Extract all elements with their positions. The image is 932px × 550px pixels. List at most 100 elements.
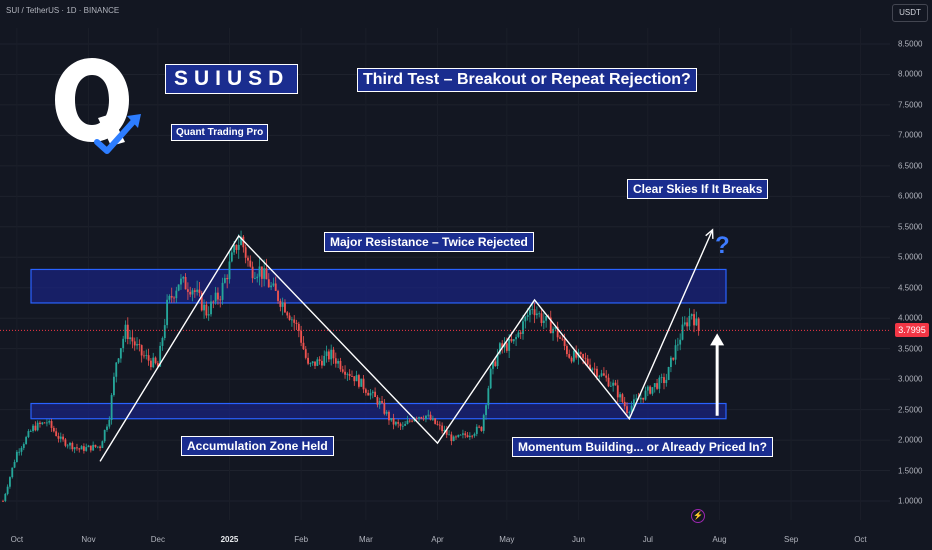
candle-body bbox=[161, 337, 164, 346]
candle-body bbox=[106, 426, 108, 430]
candle-body bbox=[411, 420, 414, 422]
time-tick-label: May bbox=[499, 535, 515, 544]
candle-body bbox=[57, 435, 60, 439]
candle-body bbox=[55, 431, 58, 436]
candle-body bbox=[117, 358, 120, 363]
candle-body bbox=[62, 436, 65, 440]
candle-body bbox=[73, 447, 76, 450]
candle-body bbox=[690, 314, 693, 316]
candle-body bbox=[286, 312, 289, 316]
candlestick-series bbox=[2, 230, 700, 503]
price-tick-label: 8.5000 bbox=[898, 39, 923, 49]
candle-body bbox=[297, 323, 300, 331]
price-tick-label: 4.0000 bbox=[898, 313, 923, 323]
candle-body bbox=[66, 445, 69, 447]
candle-body bbox=[247, 257, 249, 261]
currency-selector[interactable]: USDT bbox=[892, 4, 928, 22]
candle-body bbox=[508, 338, 511, 351]
time-tick-label: Nov bbox=[81, 535, 96, 544]
time-tick-label: Sep bbox=[783, 535, 799, 544]
candle-body bbox=[240, 236, 242, 245]
candle-body bbox=[267, 279, 270, 288]
candle-body bbox=[478, 426, 481, 428]
candle-body bbox=[256, 276, 259, 279]
candle-body bbox=[357, 375, 360, 387]
candle-body bbox=[184, 276, 187, 290]
candle-body bbox=[362, 378, 365, 390]
candle-body bbox=[616, 385, 619, 398]
candle-body bbox=[482, 415, 485, 431]
candle-body bbox=[427, 414, 430, 416]
candle-body bbox=[251, 266, 254, 279]
candle-body bbox=[25, 437, 28, 445]
candle-body bbox=[210, 301, 212, 315]
candle-body bbox=[233, 244, 236, 253]
candle-body bbox=[404, 423, 407, 426]
candle-body bbox=[27, 431, 30, 438]
trend-drawing bbox=[99, 228, 725, 462]
candle-body bbox=[226, 278, 229, 280]
candle-body bbox=[485, 405, 487, 416]
candle-body bbox=[351, 375, 353, 377]
candle-body bbox=[609, 385, 612, 387]
candle-body bbox=[9, 477, 11, 487]
candle-body bbox=[360, 378, 363, 387]
price-tick-label: 6.0000 bbox=[898, 191, 923, 201]
time-tick-label: Feb bbox=[294, 535, 309, 544]
candle-body bbox=[94, 444, 97, 447]
candle-body bbox=[688, 315, 691, 327]
candle-body bbox=[552, 328, 554, 334]
candle-body bbox=[434, 418, 437, 424]
candle-body bbox=[284, 302, 286, 313]
candle-body bbox=[87, 445, 90, 448]
candle-body bbox=[344, 371, 346, 375]
candle-body bbox=[52, 427, 55, 432]
quant-logo bbox=[55, 58, 141, 154]
candle-body bbox=[596, 368, 598, 377]
candle-body bbox=[18, 451, 21, 453]
candle-body bbox=[438, 424, 441, 426]
candle-body bbox=[554, 326, 557, 329]
candle-body bbox=[579, 352, 582, 355]
candle-body bbox=[422, 418, 425, 420]
candle-body bbox=[126, 324, 129, 340]
candle-body bbox=[260, 266, 263, 279]
candle-body bbox=[674, 345, 677, 360]
candle-body bbox=[110, 395, 113, 421]
candle-body bbox=[4, 493, 7, 502]
candle-body bbox=[323, 355, 326, 366]
candle-body bbox=[20, 447, 23, 452]
price-tick-label: 5.0000 bbox=[898, 252, 923, 262]
annotation-clear-skies: Clear Skies If It Breaks bbox=[627, 179, 769, 199]
candle-body bbox=[448, 434, 450, 436]
candle-body bbox=[385, 411, 388, 414]
candle-body bbox=[464, 433, 467, 436]
candle-body bbox=[129, 337, 132, 340]
candle-body bbox=[138, 344, 141, 346]
candle-body bbox=[431, 418, 434, 420]
candle-body bbox=[589, 364, 591, 370]
price-tick-label: 5.5000 bbox=[898, 222, 923, 232]
candle-body bbox=[593, 368, 596, 370]
price-tick-label: 1.5000 bbox=[898, 466, 923, 476]
candle-body bbox=[418, 417, 420, 419]
candle-body bbox=[443, 429, 446, 432]
candle-body bbox=[535, 313, 538, 316]
candle-body bbox=[364, 389, 367, 393]
time-tick-label: Oct bbox=[10, 535, 24, 544]
candle-body bbox=[196, 289, 199, 292]
candle-body bbox=[212, 301, 215, 303]
candle-body bbox=[679, 339, 682, 345]
candle-body bbox=[207, 314, 210, 316]
price-tick-label: 2.0000 bbox=[898, 435, 923, 445]
candle-body bbox=[468, 435, 471, 438]
candle-body bbox=[29, 430, 32, 432]
candle-body bbox=[307, 357, 309, 364]
lightning-icon[interactable]: ⚡ bbox=[691, 509, 705, 523]
candle-body bbox=[374, 391, 377, 398]
candle-body bbox=[660, 377, 663, 378]
candle-body bbox=[293, 319, 296, 323]
candle-body bbox=[50, 421, 53, 428]
candle-body bbox=[649, 386, 652, 394]
